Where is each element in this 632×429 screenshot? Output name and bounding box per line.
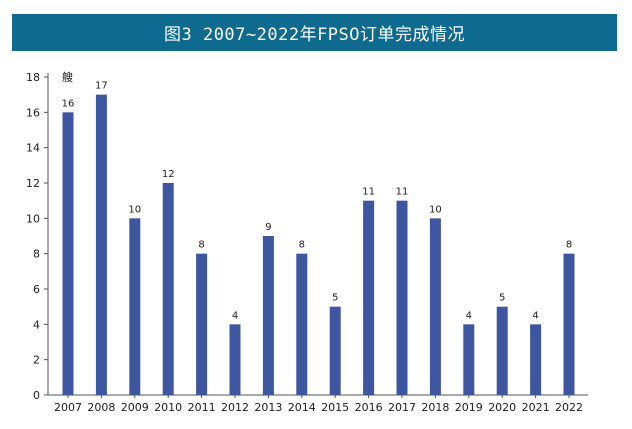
- x-tick-label-2010: 2010: [154, 401, 182, 414]
- data-label-2019: 4: [466, 310, 472, 321]
- bar-2011: [196, 253, 208, 395]
- data-label-2018: 10: [429, 204, 442, 215]
- x-tick-label-2015: 2015: [321, 401, 349, 414]
- data-label-2017: 11: [396, 187, 409, 198]
- data-label-2021: 4: [532, 310, 538, 321]
- bar-2007: [62, 112, 74, 395]
- bar-2012: [229, 324, 241, 395]
- chart-title-bar: 图3 2007~2022年FPSO订单完成情况: [12, 14, 617, 51]
- y-tick-label: 2: [33, 354, 40, 367]
- y-tick-label: 6: [33, 283, 40, 296]
- y-tick-label: 18: [26, 71, 40, 84]
- y-axis-unit-label: 艘: [62, 70, 73, 84]
- data-label-2016: 11: [362, 187, 375, 198]
- bar-2010: [162, 183, 174, 395]
- data-label-2011: 8: [198, 240, 204, 251]
- bar-2018: [429, 218, 441, 395]
- data-label-2022: 8: [566, 240, 572, 251]
- x-tick-label-2011: 2011: [188, 401, 216, 414]
- bar-2021: [530, 324, 542, 395]
- x-tick-label-2016: 2016: [355, 401, 383, 414]
- bar-2016: [363, 200, 375, 395]
- x-tick-label-2022: 2022: [555, 401, 583, 414]
- x-tick-label-2017: 2017: [388, 401, 416, 414]
- x-tick-label-2019: 2019: [455, 401, 483, 414]
- bar-2008: [95, 94, 107, 396]
- bar-2020: [496, 306, 508, 395]
- y-tick-label: 14: [26, 142, 40, 155]
- y-tick-label: 0: [33, 389, 40, 402]
- bar-2017: [396, 200, 408, 395]
- data-label-2020: 5: [499, 293, 505, 304]
- data-label-2013: 9: [265, 222, 271, 233]
- data-label-2010: 12: [162, 169, 175, 180]
- data-label-2008: 17: [95, 81, 108, 92]
- x-tick-label-2008: 2008: [87, 401, 115, 414]
- y-tick-label: 12: [26, 177, 40, 190]
- y-tick-label: 16: [26, 106, 40, 119]
- y-tick-label: 10: [26, 212, 40, 225]
- bar-2022: [563, 253, 575, 395]
- data-label-2009: 10: [128, 204, 141, 215]
- x-tick-label-2018: 2018: [421, 401, 449, 414]
- data-label-2012: 4: [232, 310, 238, 321]
- y-tick-label: 4: [33, 318, 40, 331]
- data-label-2014: 8: [299, 240, 305, 251]
- bar-2015: [329, 306, 341, 395]
- x-tick-label-2007: 2007: [54, 401, 82, 414]
- x-tick-label-2014: 2014: [288, 401, 316, 414]
- bar-2009: [129, 218, 141, 395]
- data-label-2007: 16: [62, 98, 75, 109]
- y-tick-label: 8: [33, 248, 40, 261]
- x-tick-label-2012: 2012: [221, 401, 249, 414]
- chart-title: 图3 2007~2022年FPSO订单完成情况: [163, 25, 466, 45]
- bar-2019: [463, 324, 475, 395]
- x-tick-label-2020: 2020: [488, 401, 516, 414]
- x-tick-label-2009: 2009: [121, 401, 149, 414]
- x-tick-label-2021: 2021: [522, 401, 550, 414]
- x-tick-label-2013: 2013: [254, 401, 282, 414]
- bar-2013: [262, 236, 274, 395]
- bar-2014: [296, 253, 308, 395]
- data-label-2015: 5: [332, 293, 338, 304]
